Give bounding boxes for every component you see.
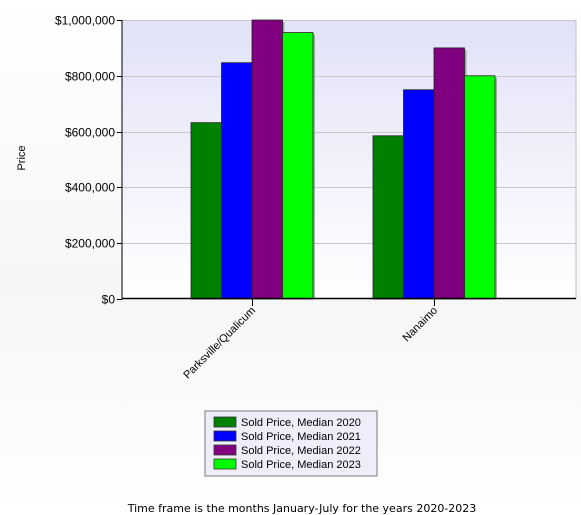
legend-entry: Sold Price, Median 2022 [241, 445, 361, 457]
bars [190, 19, 497, 300]
bar [433, 47, 465, 300]
y-tick-label: $400,000 [65, 181, 115, 195]
plot-area [122, 20, 576, 299]
y-tick-label: $1,000,000 [55, 14, 115, 28]
bar [190, 122, 222, 300]
bar [221, 62, 253, 300]
legend-entry: Sold Price, Median 2020 [241, 417, 361, 429]
bar [403, 89, 435, 300]
bar [372, 135, 404, 300]
y-tick-label: $600,000 [65, 126, 115, 140]
bar [282, 32, 314, 300]
legend-entry: Sold Price, Median 2023 [241, 459, 361, 471]
legend-swatch [213, 416, 237, 428]
y-tick-label: $0 [102, 293, 116, 307]
y-axis-label: Price [16, 145, 28, 170]
legend-entry: Sold Price, Median 2021 [241, 431, 361, 443]
legend-swatch [213, 444, 237, 456]
legend: Sold Price, Median 2020 Sold Price, Media… [204, 410, 378, 477]
footnote: Time frame is the months January-July fo… [127, 502, 477, 515]
y-axis-ticks: $0 $200,000 $400,000 $600,000 $800,000 $1,000… [55, 14, 122, 307]
legend-swatch [213, 430, 237, 442]
bar [464, 75, 496, 300]
legend-swatch [213, 458, 237, 470]
y-tick-label: $200,000 [65, 237, 115, 251]
bar [251, 19, 283, 300]
y-tick-label: $800,000 [65, 70, 115, 84]
